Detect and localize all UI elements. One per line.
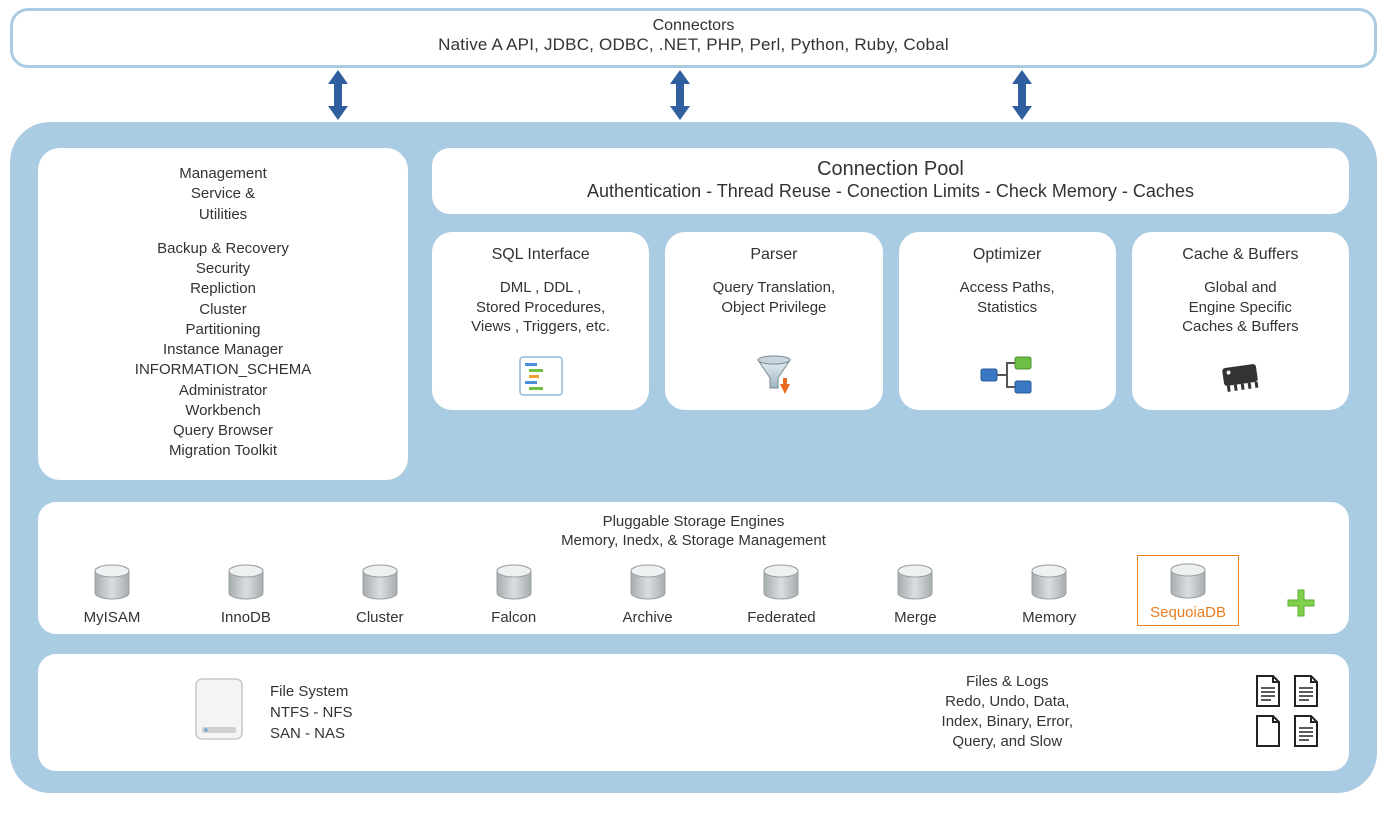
management-item: Backup & Recovery xyxy=(48,239,398,259)
storage-engine-highlighted: SequoiaDB xyxy=(1137,555,1239,626)
engine-label: MyISAM xyxy=(66,609,158,626)
fs-line3: SAN - NAS xyxy=(270,723,353,744)
engine-label: Merge xyxy=(869,609,961,626)
component-title: Optimizer xyxy=(973,246,1041,264)
double-arrow-icon xyxy=(1010,70,1034,120)
fs-line2: NTFS - NFS xyxy=(270,702,353,723)
nas-device-icon xyxy=(192,677,246,748)
component-box: Optimizer Access Paths,Statistics xyxy=(899,232,1116,410)
storage-engine: Merge xyxy=(869,563,961,626)
engine-label: Memory xyxy=(1003,609,1095,626)
management-item: Security xyxy=(48,259,398,279)
component-title: Cache & Buffers xyxy=(1182,246,1298,264)
component-desc: DML , DDL ,Stored Procedures,Views , Tri… xyxy=(471,278,610,340)
component-title: Parser xyxy=(750,246,797,264)
management-header-line: Utilities xyxy=(48,205,398,225)
management-item: Workbench xyxy=(48,401,398,421)
main-panel: ManagementService &Utilities Backup & Re… xyxy=(10,122,1377,793)
arrows-row xyxy=(10,68,1377,122)
filesystem-logs-box: File System NTFS - NFS SAN - NAS Files &… xyxy=(38,654,1349,771)
connectors-title: Connectors xyxy=(23,17,1364,35)
component-title: SQL Interface xyxy=(492,246,590,264)
components-row: SQL Interface DML , DDL ,Stored Procedure… xyxy=(432,232,1349,410)
management-item: Query Browser xyxy=(48,421,398,441)
add-engine-icon xyxy=(1281,586,1321,626)
storage-title-2: Memory, Inedx, & Storage Management xyxy=(58,531,1329,551)
storage-engine: Memory xyxy=(1003,563,1095,626)
double-arrow-icon xyxy=(668,70,692,120)
logs-title: Files & Logs xyxy=(942,672,1073,692)
storage-engine: Cluster xyxy=(334,563,426,626)
storage-title-1: Pluggable Storage Engines xyxy=(58,512,1329,532)
flow-nodes-icon xyxy=(979,352,1035,400)
logs-line1: Redo, Undo, Data, xyxy=(942,692,1073,712)
pool-subtitle: Authentication - Thread Reuse - Conectio… xyxy=(446,181,1335,202)
component-desc: Access Paths,Statistics xyxy=(960,278,1055,340)
double-arrow-icon xyxy=(326,70,350,120)
component-desc: Global andEngine SpecificCaches & Buffer… xyxy=(1182,278,1298,340)
management-item: INFORMATION_SCHEMA xyxy=(48,360,398,380)
engine-label: Falcon xyxy=(468,609,560,626)
component-desc: Query Translation,Object Privilege xyxy=(713,278,836,340)
connectors-list: Native A API, JDBC, ODBC, .NET, PHP, Per… xyxy=(23,35,1364,55)
engine-label: Cluster xyxy=(334,609,426,626)
code-list-icon xyxy=(519,352,563,400)
component-box: SQL Interface DML , DDL ,Stored Procedure… xyxy=(432,232,649,410)
connectors-box: Connectors Native A API, JDBC, ODBC, .NE… xyxy=(10,8,1377,68)
management-item: Repliction xyxy=(48,279,398,299)
storage-engine: Federated xyxy=(735,563,827,626)
management-item: Administrator xyxy=(48,381,398,401)
chip-icon xyxy=(1215,352,1265,400)
engine-label: Federated xyxy=(735,609,827,626)
management-item: Cluster xyxy=(48,300,398,320)
storage-engine: MyISAM xyxy=(66,563,158,626)
connection-pool-box: Connection Pool Authentication - Thread … xyxy=(432,148,1349,214)
funnel-icon xyxy=(752,352,796,400)
storage-engine: Falcon xyxy=(468,563,560,626)
logs-line2: Index, Binary, Error, xyxy=(942,712,1073,732)
engine-label: InnoDB xyxy=(200,609,292,626)
management-item: Partitioning xyxy=(48,320,398,340)
fs-title: File System xyxy=(270,681,353,702)
management-header-line: Service & xyxy=(48,184,398,204)
component-box: Parser Query Translation,Object Privilege xyxy=(665,232,882,410)
management-item: Instance Manager xyxy=(48,340,398,360)
management-header-line: Management xyxy=(48,164,398,184)
storage-engines-box: Pluggable Storage Engines Memory, Inedx,… xyxy=(38,502,1349,634)
engine-label: SequoiaDB xyxy=(1150,604,1226,621)
pool-title: Connection Pool xyxy=(446,158,1335,181)
component-box: Cache & Buffers Global andEngine Specific… xyxy=(1132,232,1349,410)
document-icons xyxy=(1253,674,1325,750)
engine-label: Archive xyxy=(602,609,694,626)
storage-engine: InnoDB xyxy=(200,563,292,626)
management-item: Migration Toolkit xyxy=(48,441,398,461)
logs-line3: Query, and Slow xyxy=(942,732,1073,752)
storage-engine: Archive xyxy=(602,563,694,626)
management-box: ManagementService &Utilities Backup & Re… xyxy=(38,148,408,480)
